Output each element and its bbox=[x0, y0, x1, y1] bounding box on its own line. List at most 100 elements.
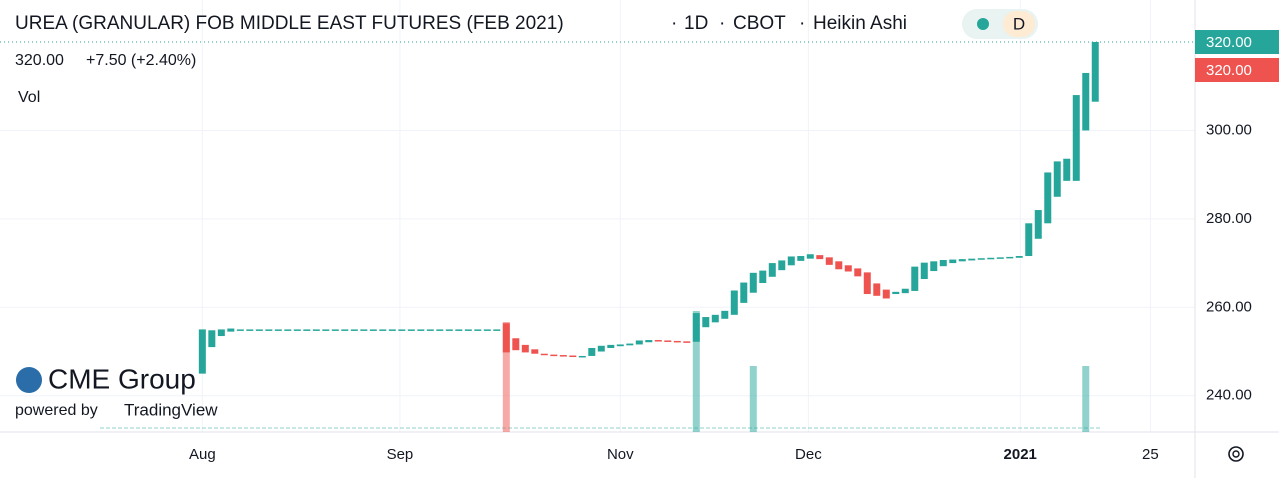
candle-body bbox=[626, 343, 634, 346]
candle-body bbox=[426, 329, 434, 331]
candle-body bbox=[664, 340, 672, 342]
candle-body bbox=[721, 310, 729, 319]
candle-body bbox=[797, 256, 805, 261]
candle-body bbox=[749, 272, 757, 293]
settings-icon[interactable] bbox=[1228, 446, 1244, 462]
separator: · bbox=[799, 13, 805, 34]
candle-body bbox=[236, 329, 244, 331]
watermark-platform: TradingView bbox=[124, 400, 218, 419]
candle-body bbox=[977, 258, 985, 260]
candle-body bbox=[863, 272, 871, 295]
status-dot bbox=[977, 18, 989, 30]
candle-body bbox=[407, 329, 415, 331]
x-tick-label: 25 bbox=[1142, 446, 1159, 463]
candle-body bbox=[493, 329, 501, 331]
candle-body bbox=[550, 354, 558, 357]
candle-body bbox=[474, 329, 482, 331]
candle-body bbox=[730, 290, 738, 315]
candle-body bbox=[1082, 72, 1090, 131]
legend-price: 320.00 bbox=[15, 52, 64, 69]
candle-body bbox=[635, 340, 643, 345]
candle-body bbox=[892, 291, 900, 295]
candle-body bbox=[607, 344, 615, 348]
volume-bar bbox=[1082, 366, 1090, 432]
candle-body bbox=[284, 329, 292, 331]
candle-body bbox=[255, 329, 263, 331]
candle-body bbox=[445, 329, 453, 331]
grid bbox=[0, 0, 1195, 432]
candle-body bbox=[1034, 210, 1042, 239]
candle-body bbox=[854, 268, 862, 277]
candle-body bbox=[303, 329, 311, 331]
candle-body bbox=[588, 347, 596, 356]
x-tick-label: Dec bbox=[795, 446, 822, 463]
candle-body bbox=[645, 340, 653, 343]
candle-body bbox=[227, 328, 235, 332]
candle-body bbox=[930, 261, 938, 272]
candle-body bbox=[322, 329, 330, 331]
candle-body bbox=[341, 329, 349, 331]
candle-body bbox=[217, 329, 225, 337]
candle-body bbox=[778, 260, 786, 271]
chart-title: UREA (GRANULAR) FOB MIDDLE EAST FUTURES … bbox=[15, 13, 564, 34]
price-label-box bbox=[1195, 30, 1279, 55]
candle-body bbox=[939, 259, 947, 267]
candle-body bbox=[597, 345, 605, 352]
candle-body bbox=[293, 329, 301, 331]
candle-body bbox=[1015, 256, 1023, 258]
candle-body bbox=[274, 329, 282, 331]
candle-body bbox=[350, 329, 358, 331]
candle-body bbox=[920, 262, 928, 280]
marks bbox=[198, 42, 1099, 432]
candle-body bbox=[968, 258, 976, 261]
candle-body bbox=[958, 259, 966, 262]
candle-body bbox=[1025, 223, 1033, 257]
candle-body bbox=[540, 353, 548, 356]
candle-body bbox=[683, 341, 691, 343]
x-tick-label: 2021 bbox=[1004, 446, 1037, 463]
price-label: 320.00 bbox=[1206, 34, 1252, 51]
candle-body bbox=[759, 270, 767, 283]
candle-body bbox=[768, 263, 776, 277]
candle-body bbox=[369, 329, 377, 331]
candle-body bbox=[844, 265, 852, 272]
candle-body bbox=[312, 329, 320, 331]
candle-body bbox=[388, 329, 396, 331]
candle-body bbox=[616, 344, 624, 347]
candle-body bbox=[483, 329, 491, 331]
candle-body bbox=[1072, 95, 1080, 181]
candle-body bbox=[987, 257, 995, 260]
candle-body bbox=[1006, 256, 1014, 259]
candle-body bbox=[911, 266, 919, 291]
x-tick-label: Nov bbox=[607, 446, 634, 463]
exchange: CBOT bbox=[733, 13, 786, 34]
candle-body bbox=[702, 317, 710, 328]
candle-body bbox=[521, 344, 529, 353]
candle-body bbox=[455, 329, 463, 331]
candle-body bbox=[398, 329, 406, 331]
candle-body bbox=[673, 340, 681, 343]
candle-body bbox=[531, 349, 539, 354]
candle-body bbox=[208, 330, 216, 348]
y-tick-label: 280.00 bbox=[1206, 210, 1252, 227]
candle-body bbox=[1091, 42, 1099, 102]
candle-body bbox=[436, 329, 444, 331]
gear-ring bbox=[1228, 446, 1244, 462]
candle-body bbox=[331, 329, 339, 331]
brand-logo bbox=[16, 367, 42, 393]
candle-body bbox=[806, 254, 814, 259]
badge-bg bbox=[1003, 11, 1035, 37]
separator: · bbox=[671, 13, 677, 34]
volume-bar bbox=[749, 366, 757, 432]
volume-label: Vol bbox=[18, 89, 40, 106]
candle-body bbox=[265, 329, 273, 331]
candle-body bbox=[740, 282, 748, 303]
candle-body bbox=[873, 283, 881, 296]
badge-letter: D bbox=[1013, 14, 1025, 33]
candle-body bbox=[464, 329, 472, 331]
candle-body bbox=[198, 329, 206, 374]
candle-body bbox=[901, 288, 909, 294]
volume-bar bbox=[502, 322, 510, 432]
interval: 1D bbox=[684, 13, 708, 34]
